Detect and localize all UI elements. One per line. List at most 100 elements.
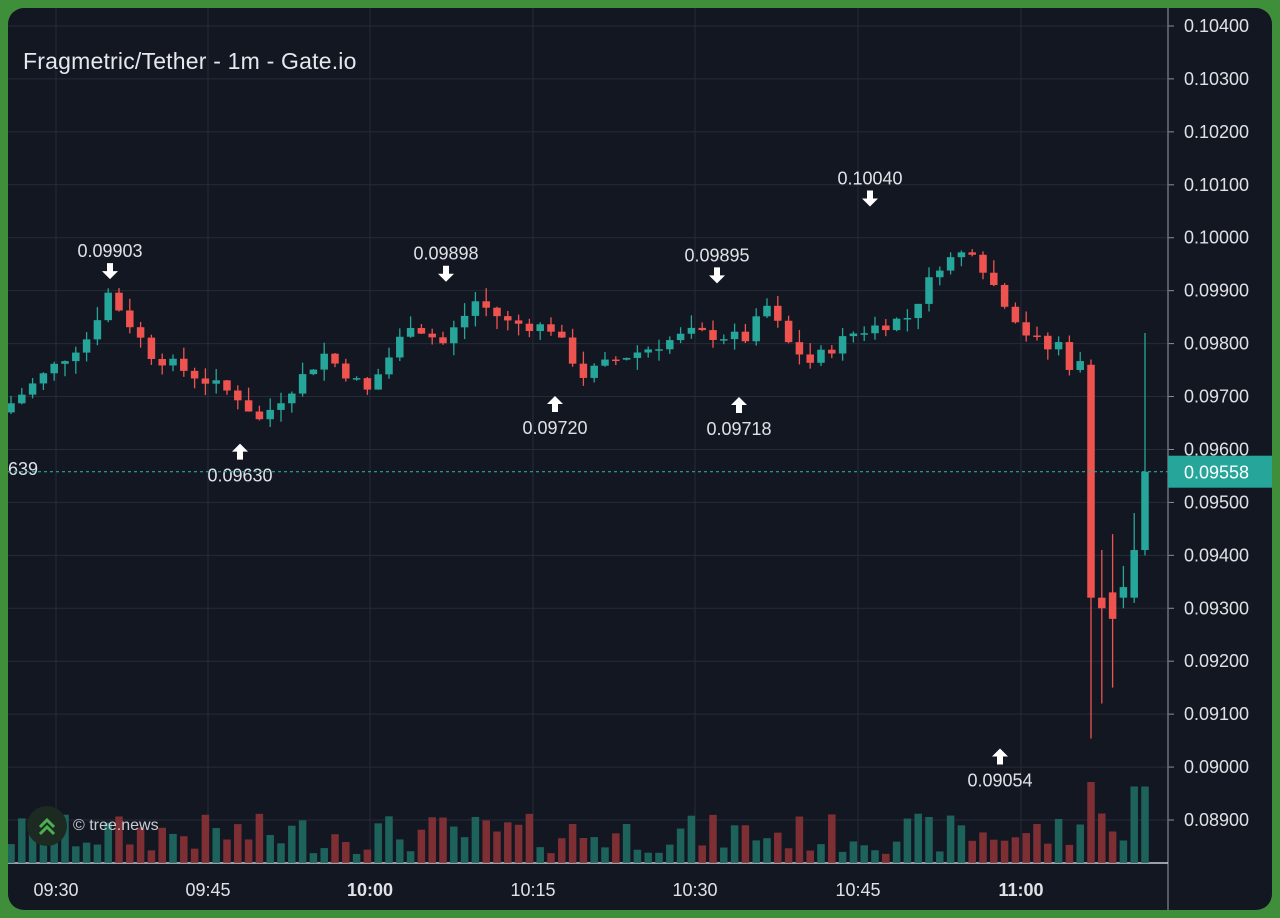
volume-bar (828, 814, 836, 863)
candle-body (730, 331, 739, 340)
volume-bar (428, 817, 436, 863)
volume-bar (817, 844, 825, 863)
candle-body (968, 252, 976, 255)
candle-body (439, 337, 447, 344)
candle-body (817, 349, 825, 363)
y-tick-label: 0.09000 (1184, 757, 1249, 777)
watermark-text: © tree.news (73, 817, 159, 834)
volume-bar (979, 832, 987, 863)
volume-bar (104, 822, 112, 863)
candle-body (342, 363, 350, 379)
candle-body (72, 352, 80, 362)
volume-bar (93, 844, 102, 863)
candle-body (82, 339, 91, 353)
candle-body (212, 380, 220, 384)
candle-body (406, 328, 415, 337)
volume-bar (288, 825, 296, 863)
volume-bar (1044, 843, 1052, 863)
candle-body (363, 378, 372, 390)
candle-body (147, 337, 156, 360)
volume-bar (590, 837, 598, 863)
candle-body (655, 349, 663, 351)
volume-bar (849, 841, 858, 863)
volume-bar (666, 844, 674, 863)
high-annotation-label: 0.09898 (413, 244, 478, 264)
candle-body (579, 363, 588, 378)
candle-body (417, 328, 426, 334)
y-tick-label: 0.10300 (1184, 69, 1249, 89)
candle-body (525, 323, 534, 332)
volume-bar (514, 824, 523, 863)
volume-bar (1119, 840, 1128, 863)
candle-body (828, 349, 836, 354)
candle-body (633, 352, 642, 358)
volume-bar (795, 816, 804, 863)
candle-body (687, 327, 696, 334)
candle-body (396, 336, 404, 358)
volume-bar (460, 837, 469, 863)
volume-bar (741, 825, 750, 863)
volume-bar (277, 843, 285, 863)
candle-body (612, 359, 620, 362)
volume-bar (234, 824, 242, 863)
candle-body (460, 315, 469, 328)
volume-bar (493, 831, 501, 863)
volume-bar (547, 853, 555, 863)
volume-bar (115, 816, 123, 863)
volume-bar (774, 832, 782, 863)
candle-body (28, 383, 37, 395)
volume-bar (806, 850, 814, 863)
volume-bar (914, 813, 922, 863)
volume-bar (342, 842, 350, 863)
volume-bar (28, 822, 37, 863)
volume-bar (936, 851, 944, 863)
candle-body (471, 301, 480, 316)
volume-bar (331, 834, 339, 863)
volume-bar (763, 838, 771, 863)
candle-body (558, 331, 566, 338)
arrow-up-icon (547, 395, 563, 412)
candlestick-chart[interactable]: 0.10400 0.10300 0.10200 0.10100 0.10000 0.099… (8, 8, 1272, 910)
tree-news-logo-icon (27, 806, 67, 846)
volume-bar (687, 815, 696, 863)
candle-body (860, 333, 868, 335)
volume-bar (126, 844, 134, 863)
volume-bar (1054, 818, 1063, 863)
volume-bar (471, 816, 480, 863)
volume-bar (1011, 837, 1020, 863)
volume-bar (298, 820, 307, 863)
candle-body (136, 327, 145, 338)
volume-bar (320, 848, 328, 863)
candle-body (39, 373, 48, 384)
arrow-down-icon (862, 190, 878, 207)
candle-body (1044, 335, 1052, 350)
volume-bar (147, 850, 156, 863)
candle-body (547, 324, 555, 332)
arrow-up-icon (992, 748, 1008, 765)
volume-bar (622, 823, 631, 863)
volume-bar (903, 818, 912, 863)
candle-body (784, 320, 793, 343)
candle-body (288, 393, 296, 404)
candle-body (1108, 592, 1117, 619)
y-tick-label: 0.10100 (1184, 175, 1249, 195)
candle-body (1141, 471, 1149, 551)
volume-bar (1130, 786, 1138, 863)
y-tick-label: 0.09300 (1184, 598, 1249, 618)
y-tick-label: 0.09700 (1184, 387, 1249, 407)
candle-body (903, 318, 912, 320)
volume-bar (536, 847, 544, 863)
volume-bar (720, 847, 728, 863)
volume-bar (180, 836, 188, 863)
candle-body (720, 339, 728, 341)
candle-body (18, 394, 26, 404)
volume-bar (450, 826, 458, 863)
volume-bar (374, 823, 382, 863)
volume-bar (1108, 831, 1117, 863)
y-tick-label: 0.10000 (1184, 228, 1249, 248)
candle-body (936, 270, 944, 278)
candle-body (1065, 342, 1074, 370)
candle-body (1033, 335, 1041, 337)
volume-bar (136, 827, 145, 863)
volume-bar (504, 822, 512, 863)
